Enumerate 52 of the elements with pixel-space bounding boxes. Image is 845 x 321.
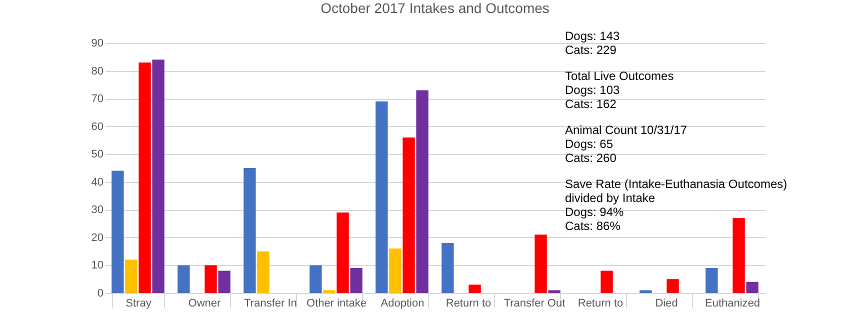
y-tick-label: 50 xyxy=(91,148,104,161)
bar xyxy=(402,137,415,293)
x-tick-label: Return to xyxy=(446,298,492,310)
bar xyxy=(389,248,402,293)
bar xyxy=(416,90,428,293)
annotation: Total Live Outcomes Dogs: 103 Cats: 162 xyxy=(565,69,674,111)
x-tick-label: Owner xyxy=(188,298,222,310)
bar xyxy=(640,290,652,293)
bar xyxy=(218,270,230,293)
y-tick-label: 60 xyxy=(91,120,104,133)
x-tick-label: Died xyxy=(655,298,678,310)
bar xyxy=(112,170,124,293)
y-tick-label: 20 xyxy=(91,232,104,244)
x-tick-label: Return to xyxy=(578,298,624,310)
bar xyxy=(336,212,349,293)
bar xyxy=(244,168,256,293)
bar xyxy=(152,60,164,293)
x-tick-label: Other intake xyxy=(306,298,366,310)
y-tick-label: 90 xyxy=(91,38,104,50)
bar xyxy=(600,270,613,293)
bar xyxy=(442,243,454,293)
bar xyxy=(548,290,560,293)
bar xyxy=(125,260,138,293)
y-tick-label: 30 xyxy=(91,204,104,216)
y-tick-label: 10 xyxy=(91,260,104,272)
annotation: Dogs: 143 Cats: 229 xyxy=(565,29,620,57)
y-tick-label: 80 xyxy=(91,65,104,78)
bar xyxy=(310,265,322,293)
x-tick-label: Adoption xyxy=(380,298,424,310)
annotation: Save Rate (Intake-Euthanasia Outcomes) divided by Intake Dogs: 94% Cats: 86% xyxy=(565,177,788,233)
y-tick-label: 70 xyxy=(91,93,104,106)
bar xyxy=(746,282,758,293)
bar xyxy=(732,218,745,293)
y-tick-label: 40 xyxy=(91,176,104,188)
x-tick-label: Transfer In xyxy=(244,298,297,310)
bar xyxy=(257,251,270,293)
bar xyxy=(468,284,481,293)
x-tick-label: Stray xyxy=(126,298,152,310)
bar xyxy=(204,265,217,293)
bar xyxy=(706,268,718,293)
y-tick-label: 0 xyxy=(97,288,104,300)
bar xyxy=(178,265,190,293)
bar xyxy=(666,279,679,293)
bar xyxy=(350,268,362,293)
x-tick-label: Euthanized xyxy=(704,298,760,310)
bar xyxy=(376,101,388,293)
bar xyxy=(323,290,336,293)
bar xyxy=(534,234,547,293)
x-tick-label: Transfer Out xyxy=(504,298,566,310)
chart-title: October 2017 Intakes and Outcomes xyxy=(320,0,550,16)
annotation: Animal Count 10/31/17 Dogs: 65 Cats: 260 xyxy=(565,123,688,165)
bar xyxy=(138,62,151,293)
